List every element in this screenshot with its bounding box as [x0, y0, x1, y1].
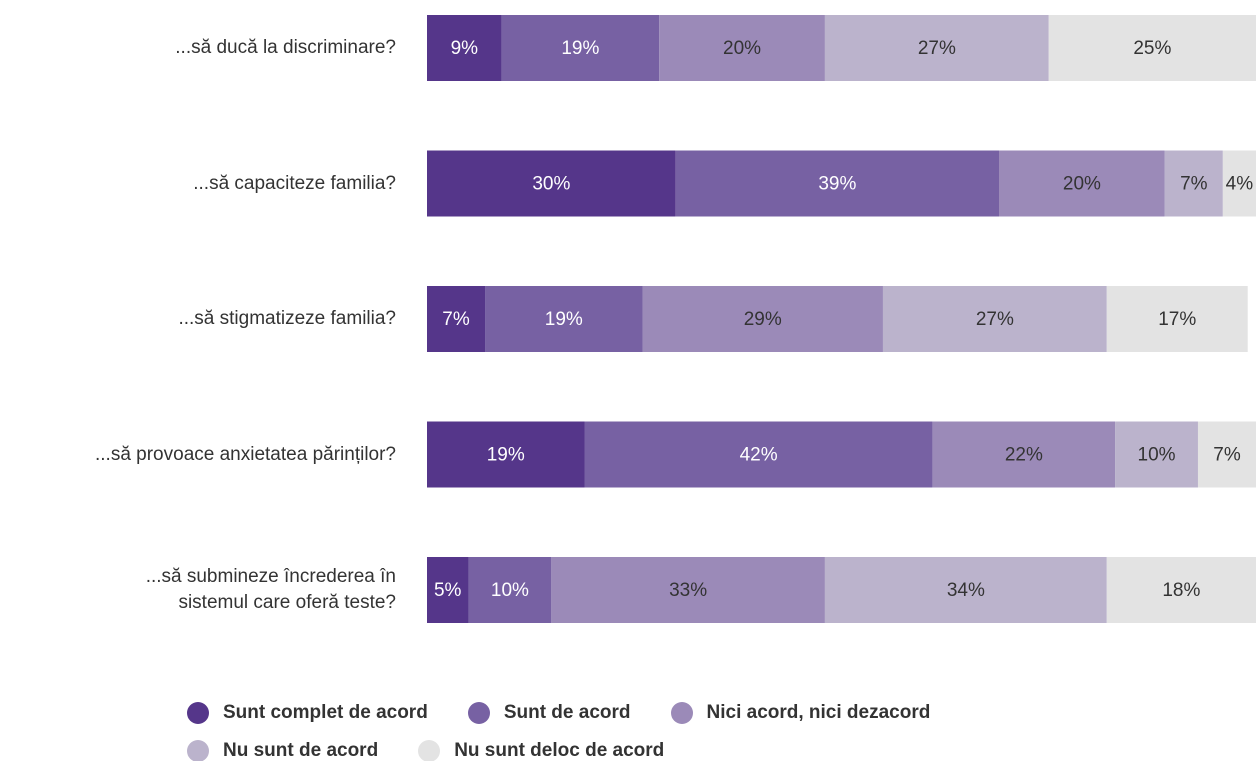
- bar-segment: [468, 557, 552, 623]
- value-label: 17%: [1158, 309, 1196, 330]
- bar-segment: [427, 286, 486, 352]
- bar-segment: [675, 150, 1000, 217]
- value-label: 7%: [1213, 445, 1241, 466]
- value-label: 19%: [545, 309, 583, 330]
- value-label: 27%: [918, 38, 956, 59]
- value-label: 10%: [491, 580, 529, 601]
- bar-segment: [427, 15, 502, 81]
- value-label: 7%: [442, 309, 470, 330]
- value-label: 29%: [744, 309, 782, 330]
- bar-segment: [1197, 421, 1256, 488]
- bar-segment: [427, 557, 469, 623]
- legend-item: Sunt de acord: [467, 700, 631, 726]
- value-label: 27%: [976, 309, 1014, 330]
- legend-swatch: [187, 702, 209, 724]
- bar-segment: [427, 150, 676, 217]
- bar-segment: [999, 150, 1165, 217]
- category-label: ...să submineze încrederea în sistemul c…: [145, 566, 396, 613]
- legend-swatch: [187, 740, 209, 761]
- value-label: 18%: [1162, 580, 1200, 601]
- value-label: 20%: [1063, 174, 1101, 195]
- value-label: 19%: [487, 445, 525, 466]
- legend-label: Nici acord, nici dezacord: [706, 702, 931, 723]
- bar-segment: [932, 421, 1116, 488]
- bar-segment: [642, 286, 883, 352]
- value-label: 39%: [818, 174, 856, 195]
- value-label: 19%: [561, 38, 599, 59]
- legend-swatch: [418, 740, 441, 761]
- legend-swatch: [467, 702, 490, 724]
- value-label: 30%: [532, 174, 570, 195]
- legend-item: Nu sunt de acord: [187, 738, 378, 761]
- legend-label: Sunt de acord: [503, 702, 631, 723]
- legend-item: Nici acord, nici dezacord: [670, 700, 931, 726]
- category-label: ...să provoace anxietatea părinților?: [94, 443, 396, 465]
- category-label: ...să stigmatizeze familia?: [178, 308, 396, 329]
- legend: Sunt complet de acord Sunt de acord Nici a…: [187, 700, 1097, 761]
- bar-segment: [1106, 286, 1248, 352]
- value-label: 34%: [947, 580, 985, 601]
- bar-segment: [1164, 150, 1223, 217]
- value-label: 10%: [1138, 445, 1176, 466]
- value-label: 7%: [1180, 174, 1208, 195]
- bar-segment: [824, 557, 1107, 623]
- bar-segment: [882, 286, 1107, 352]
- bar-segment: [1222, 150, 1256, 217]
- plot: 9% 19% 20% 27% 25% 30% 39% 20% 7% 4% 7% 19% 29% 27% 17…: [427, 15, 1256, 623]
- bar-segment: [824, 15, 1049, 81]
- bar-segment: [584, 421, 933, 488]
- value-label: 42%: [740, 445, 778, 466]
- value-label: 33%: [669, 580, 707, 601]
- bar-segment: [659, 15, 825, 81]
- value-label: 22%: [1005, 445, 1043, 466]
- bar-segment: [427, 421, 585, 488]
- bar-segment: [551, 557, 825, 623]
- legend-swatch: [670, 702, 693, 724]
- value-label: 4%: [1226, 174, 1254, 195]
- legend-label: Nu sunt de acord: [223, 740, 379, 761]
- bar-segment: [485, 286, 643, 352]
- value-label: 5%: [434, 580, 462, 601]
- bar-segment: [1115, 421, 1198, 488]
- category-label: ...să capaciteze familia?: [193, 172, 396, 194]
- value-label: 25%: [1133, 38, 1171, 59]
- bar-segment: [1048, 15, 1256, 81]
- legend-item: Sunt complet de acord: [187, 700, 428, 726]
- bar-segment: [501, 15, 660, 81]
- category-label: ...să ducă la discriminare?: [175, 37, 396, 58]
- legend-label: Nu sunt deloc de acord: [454, 740, 665, 761]
- bar-segment: [1106, 557, 1256, 623]
- value-label: 9%: [451, 38, 479, 59]
- legend-label: Sunt complet de acord: [223, 702, 428, 723]
- value-label: 20%: [723, 38, 761, 59]
- legend-item: Nu sunt deloc de acord: [418, 738, 664, 761]
